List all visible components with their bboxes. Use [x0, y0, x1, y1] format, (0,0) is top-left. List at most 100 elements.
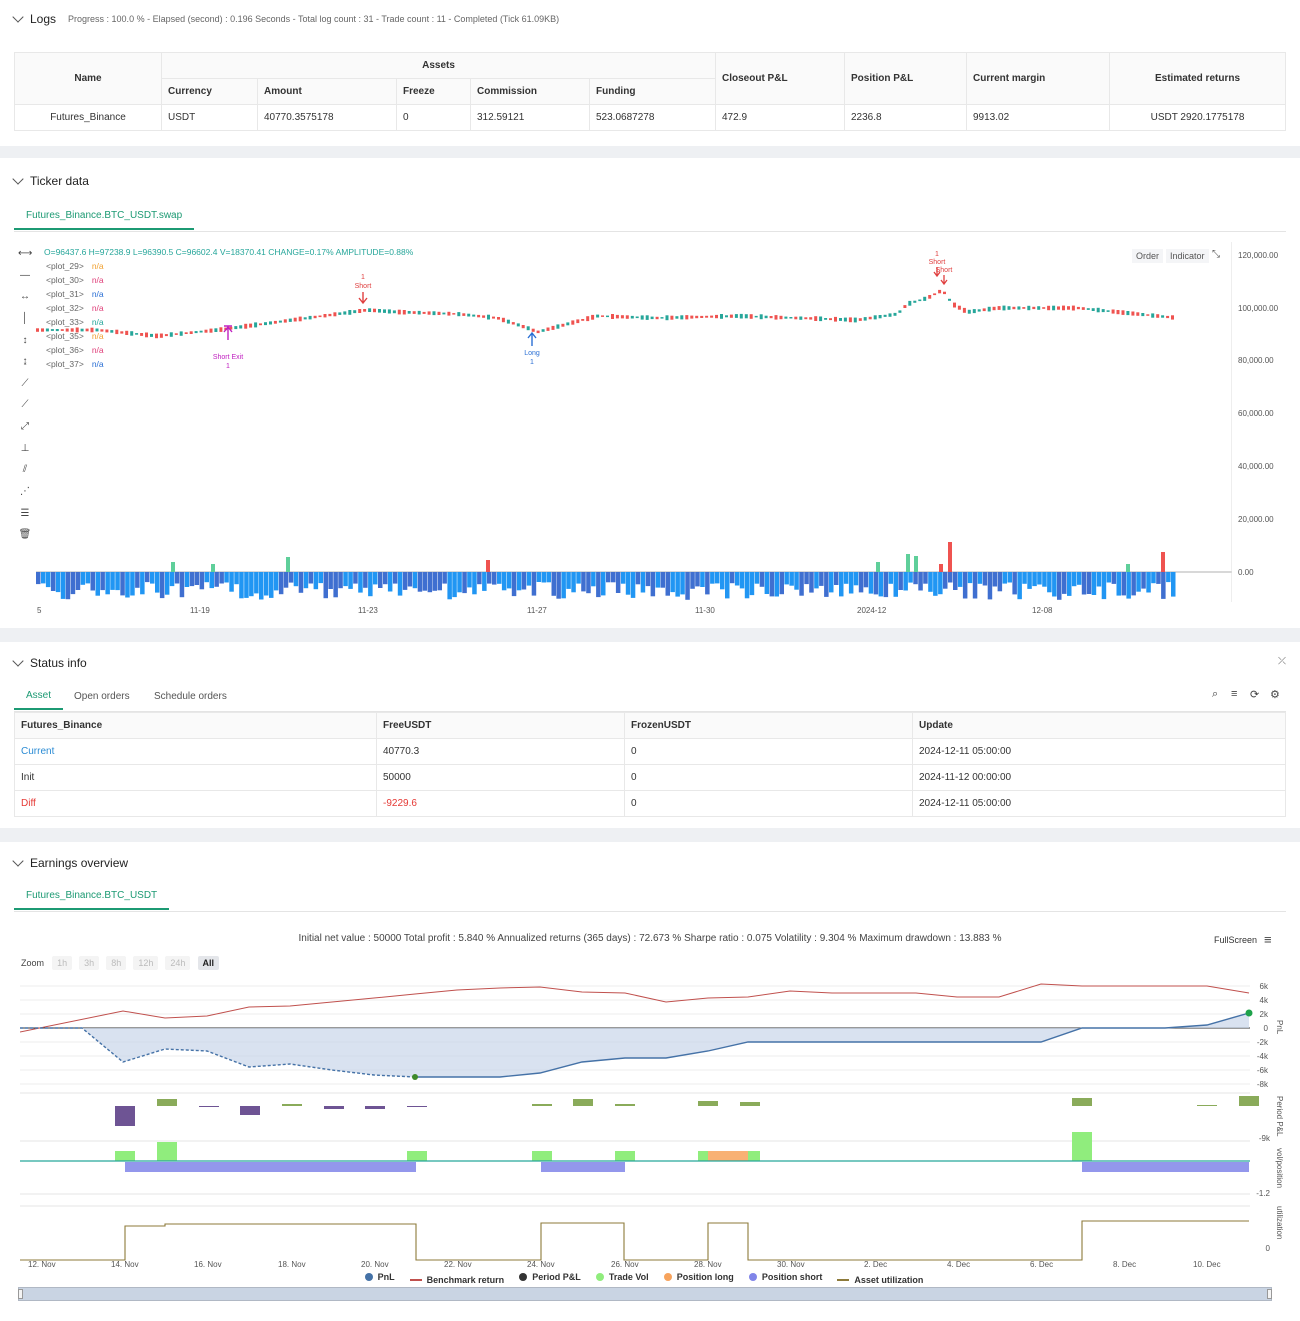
- tab-ticker-symbol[interactable]: Futures_Binance.BTC_USDT.swap: [14, 202, 195, 230]
- price-candle: [140, 333, 144, 336]
- zoom-3h-button[interactable]: 3h: [79, 956, 100, 970]
- legend-position-long[interactable]: Position long: [663, 1272, 734, 1282]
- volume-bar: [962, 572, 968, 599]
- plot-legend-item: <plot_29> n/a: [46, 261, 104, 271]
- volume-bar: [1081, 572, 1087, 595]
- cell-amount: 40770.3575178: [257, 104, 397, 131]
- volume-bar: [695, 572, 700, 587]
- fib-retracement-icon[interactable]: ☰: [20, 508, 30, 519]
- legend-pnl[interactable]: PnL: [364, 1272, 395, 1282]
- parallel-channel-icon[interactable]: ⫽: [22, 464, 28, 475]
- volume-bar: [442, 572, 447, 584]
- cell-freeze: 0: [396, 104, 471, 131]
- volume-spike: [286, 557, 290, 572]
- legend-position-short[interactable]: Position short: [748, 1272, 822, 1282]
- price-candle: [1071, 305, 1075, 311]
- price-candle: [1062, 305, 1065, 311]
- zoom-8h-button[interactable]: 8h: [106, 956, 127, 970]
- chevron-down-icon[interactable]: [12, 855, 24, 867]
- chevron-down-icon[interactable]: [12, 11, 24, 23]
- zoom-24h-button[interactable]: 24h: [165, 956, 191, 970]
- list-icon[interactable]: ≡: [1231, 688, 1238, 700]
- tab-asset[interactable]: Asset: [14, 682, 64, 710]
- status-header[interactable]: Status info: [12, 655, 87, 670]
- price-candle: [194, 331, 198, 334]
- volume-bar: [264, 572, 269, 596]
- tab-earnings-symbol[interactable]: Futures_Binance.BTC_USDT: [14, 882, 170, 910]
- volume-bar: [55, 572, 61, 593]
- vertical-line-icon[interactable]: │: [21, 313, 29, 324]
- ray-line-icon[interactable]: ⟋: [21, 399, 29, 410]
- volume-bar: [1076, 572, 1082, 585]
- indicator-button[interactable]: Indicator: [1166, 249, 1209, 263]
- extended-line-icon[interactable]: ⤢: [21, 421, 29, 432]
- short-exit-marker: Short Exit 1: [213, 325, 243, 370]
- price-candle: [734, 314, 738, 318]
- volume-bar: [120, 572, 125, 596]
- volume-bar: [1027, 572, 1032, 589]
- zoom-all-button[interactable]: All: [197, 956, 220, 970]
- volume-bar: [1146, 572, 1151, 593]
- volume-bar: [754, 572, 760, 584]
- search-icon[interactable]: ⌕: [1212, 688, 1219, 700]
- earnings-chart[interactable]: [20, 976, 1270, 1261]
- price-candle: [1042, 307, 1046, 309]
- earnings-panel: Earnings overview Futures_Binance.BTC_US…: [0, 842, 1300, 1321]
- gear-icon[interactable]: ⚙: [1270, 689, 1280, 701]
- price-candle: [338, 312, 342, 315]
- logs-header[interactable]: Logs Progress : 100.0 % - Elapsed (secon…: [12, 11, 559, 26]
- volume-bar: [278, 572, 284, 595]
- legend-benchmark[interactable]: Benchmark return: [409, 1275, 504, 1285]
- zoom-1h-button[interactable]: 1h: [52, 956, 73, 970]
- trend-line-icon[interactable]: ⟋: [21, 378, 29, 389]
- legend-period-pnl[interactable]: Period P&L: [519, 1272, 581, 1282]
- legend-asset-utilization[interactable]: Asset utilization: [837, 1275, 923, 1285]
- price-line-icon[interactable]: ⊥: [20, 443, 30, 454]
- price-candle: [933, 293, 937, 296]
- volume-bar: [1091, 572, 1097, 595]
- collapse-icon[interactable]: ⤫: [1278, 656, 1286, 667]
- earnings-summary: Initial net value : 50000 Total profit :…: [298, 933, 1002, 944]
- vertical-ray-icon[interactable]: ↕: [22, 335, 28, 346]
- tab-schedule-orders[interactable]: Schedule orders: [154, 691, 227, 702]
- y-tick: 0: [1263, 1024, 1268, 1033]
- range-navigator[interactable]: [18, 1287, 1272, 1301]
- volume-bar: [744, 572, 750, 599]
- price-candle: [189, 331, 193, 334]
- fullscreen-button[interactable]: FullScreen: [1214, 935, 1258, 945]
- volume-bar: [764, 572, 770, 594]
- earnings-header[interactable]: Earnings overview: [12, 855, 128, 870]
- horizontal-line-icon[interactable]: —: [20, 270, 30, 281]
- refresh-icon[interactable]: ⟳: [1250, 689, 1260, 701]
- chevron-down-icon[interactable]: [12, 173, 24, 185]
- volume-bar: [437, 572, 442, 591]
- volume-bar: [799, 572, 804, 596]
- price-candle: [824, 318, 828, 320]
- order-button[interactable]: Order: [1132, 249, 1164, 263]
- price-candle: [229, 326, 233, 330]
- horizontal-ray-icon[interactable]: ↔: [20, 291, 30, 302]
- candlestick-chart[interactable]: 1 Short Short Exit 1 Long 1 1 Short Shor…: [36, 242, 1232, 602]
- ticker-header[interactable]: Ticker data: [12, 173, 89, 188]
- price-candle: [972, 309, 976, 314]
- volume-bar: [660, 572, 665, 588]
- volume-bar: [675, 572, 680, 597]
- row-label[interactable]: Current: [14, 738, 377, 765]
- volume-bar: [645, 572, 651, 587]
- fullscreen-icon[interactable]: ⤡: [1212, 249, 1220, 260]
- navigator-handle-left[interactable]: [18, 1289, 23, 1299]
- menu-icon[interactable]: ≡: [1264, 932, 1272, 947]
- fib-channel-icon[interactable]: ⋰: [20, 486, 30, 497]
- legend-trade-vol[interactable]: Trade Vol: [595, 1272, 649, 1282]
- price-candle: [1047, 305, 1051, 311]
- price-candle: [982, 308, 986, 312]
- chevron-down-icon[interactable]: [12, 655, 24, 667]
- zoom-12h-button[interactable]: 12h: [133, 956, 159, 970]
- crosshair-icon[interactable]: ⟷: [18, 248, 33, 259]
- plot-legend-item: <plot_30> n/a: [46, 275, 104, 285]
- volume-bar: [566, 572, 571, 589]
- tab-open-orders[interactable]: Open orders: [74, 691, 130, 702]
- trash-icon[interactable]: 🗑: [18, 529, 32, 540]
- vertical-segment-icon[interactable]: ↨: [22, 356, 28, 367]
- navigator-handle-right[interactable]: [1267, 1289, 1272, 1299]
